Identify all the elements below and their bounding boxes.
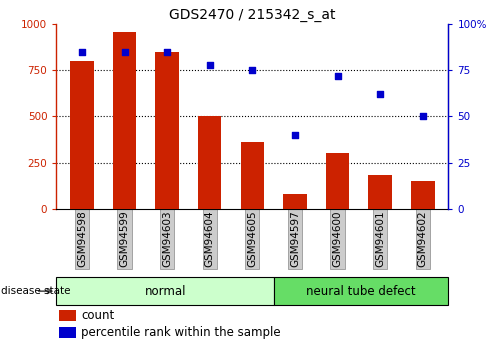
Bar: [283, 194, 307, 209]
Text: percentile rank within the sample: percentile rank within the sample: [81, 326, 281, 339]
Point: [334, 73, 342, 79]
Text: count: count: [81, 309, 114, 322]
Point: [163, 49, 171, 55]
Point: [376, 91, 384, 97]
Bar: [241, 142, 264, 209]
Text: disease state: disease state: [1, 286, 71, 296]
Point: [121, 49, 128, 55]
Bar: [70, 61, 94, 209]
Bar: [56, 277, 274, 305]
Bar: [411, 181, 435, 209]
Bar: [274, 277, 448, 305]
Point: [291, 132, 299, 138]
Bar: [198, 117, 221, 209]
Point: [248, 68, 256, 73]
Bar: [113, 31, 136, 209]
Bar: [326, 153, 349, 209]
Text: neural tube defect: neural tube defect: [306, 285, 416, 298]
Point: [206, 62, 214, 68]
Text: normal: normal: [145, 285, 186, 298]
Point: [419, 114, 427, 119]
Point: [78, 49, 86, 55]
Bar: [59, 327, 75, 338]
Title: GDS2470 / 215342_s_at: GDS2470 / 215342_s_at: [169, 8, 336, 22]
Bar: [368, 175, 392, 209]
Bar: [59, 310, 75, 321]
Bar: [155, 52, 179, 209]
